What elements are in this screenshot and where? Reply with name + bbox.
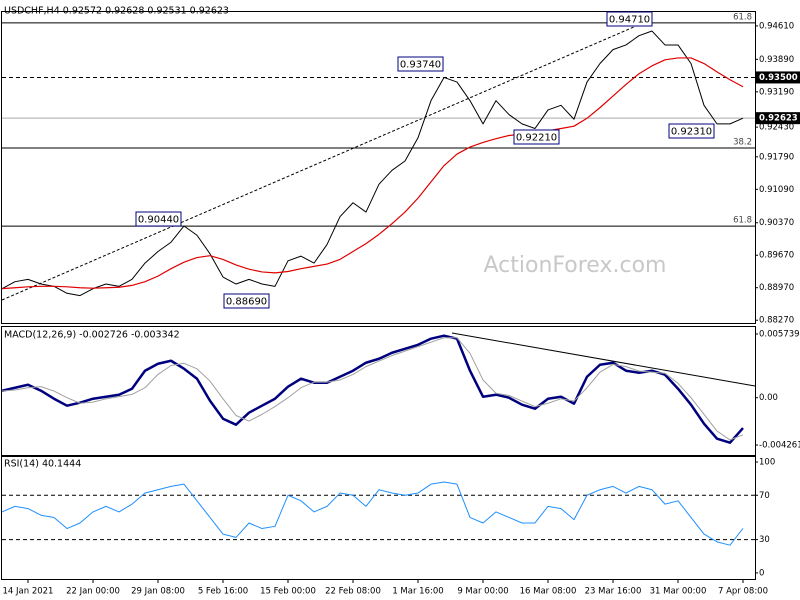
y-tick-label: 0.93190: [759, 87, 794, 97]
y-tick-label: 0.92430: [759, 123, 794, 133]
macd-title: MACD(12,26,9) -0.002726 -0.003342: [4, 330, 180, 341]
series-line: [1, 30, 744, 297]
y-tick-label: 0: [759, 568, 764, 578]
annotation-label: 0.93740: [400, 60, 441, 71]
rsi-panel: [1, 456, 756, 580]
annotation-label: 0.90440: [138, 215, 179, 226]
x-tick-label: 5 Feb 16:00: [198, 587, 248, 597]
y-tick-label: 0.89670: [759, 251, 794, 261]
annotation-box: [135, 211, 182, 227]
series-line: [1, 334, 744, 444]
price-panel: [1, 11, 756, 324]
level-label: 38.2: [733, 138, 752, 148]
x-tick-label: 29 Jan 08:00: [131, 587, 185, 597]
x-tick-label: 31 Mar 00:00: [650, 587, 707, 597]
price-marker-label: 0.93500: [759, 73, 798, 83]
x-tick-label: 16 Mar 08:00: [520, 587, 577, 597]
annotation-box: [668, 123, 715, 139]
x-tick-label: 22 Jan 00:00: [66, 587, 120, 597]
level-label: 61.8: [733, 12, 752, 22]
y-tick-label: 100: [759, 457, 775, 467]
y-tick-label: 0.88270: [759, 316, 794, 326]
y-tick-label: 0.005739: [759, 330, 800, 340]
annotation-label: 0.88690: [226, 297, 267, 308]
y-tick-label: 0.00: [759, 393, 778, 403]
annotation-box: [513, 129, 560, 145]
price-marker: [756, 71, 800, 84]
y-tick-label: 0.91790: [759, 152, 794, 162]
macd-panel: [1, 326, 756, 456]
y-tick-label: 0.90370: [759, 218, 794, 228]
macd-trend-line: [451, 332, 756, 387]
y-tick-label: 30: [759, 535, 770, 545]
annotation-box: [223, 293, 270, 309]
level-label: 61.8: [733, 216, 752, 226]
price-marker-label: 0.92623: [759, 114, 798, 124]
x-tick-label: 22 Feb 08:00: [325, 587, 381, 597]
chart-title: USDCHF,H4 0.92572 0.92628 0.92531 0.9262…: [4, 6, 229, 17]
series-line: [1, 337, 744, 441]
x-tick-label: 14 Jan 2021: [3, 587, 54, 597]
watermark: ActionForex.com: [484, 253, 667, 278]
y-tick-label: -0.004261: [759, 441, 800, 451]
series-line: [1, 481, 744, 546]
y-tick-label: 0.94610: [759, 21, 794, 31]
annotation-label: 0.92210: [516, 133, 557, 144]
rsi-title: RSI(14) 40.1444: [4, 459, 81, 470]
x-tick-label: 9 Mar 00:00: [457, 587, 508, 597]
y-tick-label: 0.91090: [759, 185, 794, 195]
x-tick-label: 7 Apr 08:00: [718, 587, 768, 597]
annotation-label: 0.92310: [671, 127, 712, 138]
annotation-box: [606, 11, 653, 27]
x-tick-label: 23 Mar 16:00: [585, 587, 642, 597]
y-tick-label: 70: [759, 491, 770, 501]
y-tick-label: 0.93890: [759, 55, 794, 65]
trend-line: [1, 19, 651, 301]
series-line: [1, 57, 744, 290]
x-tick-label: 1 Mar 16:00: [392, 587, 443, 597]
annotation-label: 0.94710: [609, 15, 650, 26]
x-tick-label: 15 Feb 00:00: [260, 587, 316, 597]
y-tick-label: 0.88970: [759, 283, 794, 293]
annotation-box: [397, 56, 444, 72]
price-marker: [756, 112, 800, 125]
